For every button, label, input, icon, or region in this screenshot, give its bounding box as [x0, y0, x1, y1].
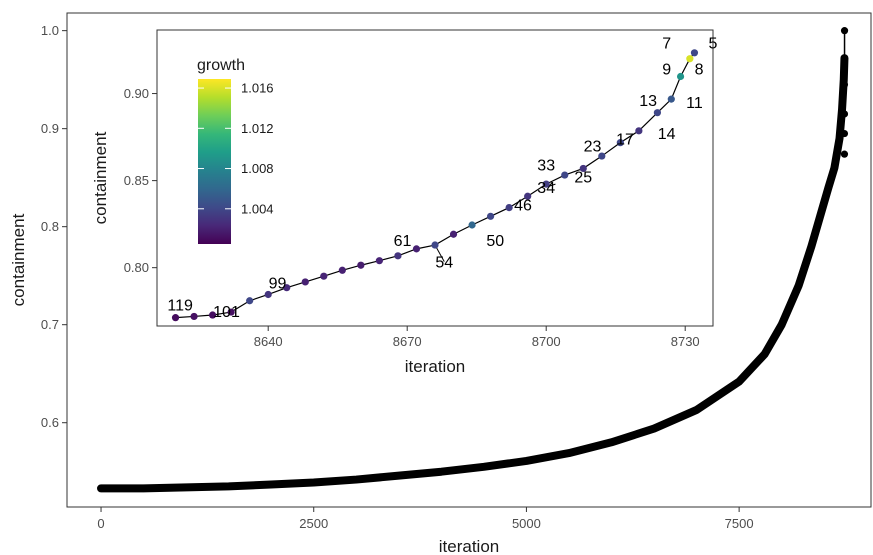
main-y-axis: 0.6 0.7 0.8 0.9 1.0: [41, 23, 67, 430]
inset-panel: 8640 8670 8700 8730 0.800.850.90 119 1019961…: [91, 29, 718, 376]
main-y-tick-label: 1.0: [41, 23, 59, 38]
legend-tick-label: 1.012: [241, 121, 274, 136]
main-series-points: [97, 54, 849, 493]
main-x-tick-label: 0: [97, 516, 104, 531]
inset-data-point: [635, 127, 643, 135]
inset-data-point: [171, 314, 180, 322]
inset-data-point: [338, 266, 346, 274]
inset-point-label: 50: [486, 233, 504, 250]
inset-data-point: [686, 55, 694, 63]
inset-point-label: 14: [658, 126, 676, 143]
inset-data-point: [449, 230, 458, 238]
inset-point-label: 23: [584, 138, 602, 155]
inset-x-tick-label: 8700: [532, 334, 561, 349]
inset-data-point: [357, 261, 365, 269]
inset-data-point: [190, 312, 198, 321]
main-last-point: [840, 27, 849, 35]
inset-data-point: [246, 297, 254, 305]
inset-data-point: [394, 252, 402, 260]
inset-data-point: [320, 272, 328, 280]
inset-point-label: 17: [616, 131, 634, 148]
inset-data-point: [431, 241, 439, 249]
main-y-axis-title: containment: [9, 213, 28, 306]
inset-data-point: [412, 245, 421, 253]
main-data-layer: [97, 27, 849, 493]
main-data-point: [840, 150, 849, 158]
main-x-axis: 0 2500 5000 7500: [97, 507, 754, 531]
main-y-tick-label: 0.8: [41, 219, 59, 234]
inset-point-label: 61: [394, 233, 412, 250]
legend-title: growth: [197, 57, 245, 74]
inset-data-point: [209, 311, 217, 319]
main-data-point: [840, 54, 849, 62]
inset-data-point: [561, 171, 569, 179]
inset-x-tick-label: 8730: [671, 334, 700, 349]
inset-point-label: 5: [709, 36, 718, 53]
main-data-point: [840, 80, 849, 89]
main-x-tick-label: 5000: [512, 516, 541, 531]
inset-data-point: [524, 192, 532, 200]
main-y-tick-label: 0.9: [41, 121, 59, 136]
legend-ticks: 1.004 1.008 1.012 1.016: [198, 81, 274, 216]
growth-legend: growth 1.004 1.008 1.012 1.016: [197, 57, 274, 244]
inset-point-label: 7: [662, 36, 671, 53]
inset-point-label: 54: [435, 255, 453, 272]
inset-data-point: [505, 204, 513, 212]
inset-data-point: [579, 164, 587, 173]
inset-data-point: [301, 278, 309, 286]
inset-data-point: [676, 72, 685, 81]
inset-point-label: 99: [269, 276, 287, 293]
main-x-tick-label: 7500: [725, 516, 754, 531]
legend-tick-label: 1.016: [241, 81, 274, 96]
inset-y-tick-label: 0.80: [124, 260, 149, 275]
inset-data-point: [468, 221, 476, 229]
inset-y-tick-label: 0.90: [124, 86, 149, 101]
inset-data-layer: [171, 49, 699, 322]
inset-point-label: 11: [686, 95, 703, 112]
inset-x-tick-label: 8670: [393, 334, 422, 349]
inset-x-axis-title: iteration: [405, 357, 465, 376]
inset-y-axis: 0.80 0.85 0.90: [124, 86, 157, 275]
inset-x-axis: 8640 8670 8700 8730: [254, 326, 700, 349]
inset-point-label: 46: [514, 198, 532, 215]
inset-plot-frame: [156, 29, 714, 327]
legend-colorbar: [198, 79, 231, 244]
legend-tick-label: 1.008: [241, 161, 274, 176]
main-y-tick-label: 0.7: [41, 317, 59, 332]
inset-point-label: 25: [574, 170, 592, 187]
main-data-point: [840, 110, 849, 118]
inset-data-point: [487, 212, 495, 220]
inset-point-label: 119: [167, 297, 193, 314]
inset-data-point: [616, 139, 624, 147]
main-data-point: [840, 129, 849, 138]
inset-point-label: 34: [537, 180, 555, 197]
inset-data-point: [542, 180, 550, 188]
inset-point-label: 8: [695, 62, 704, 79]
inset-data-point: [598, 152, 606, 160]
legend-tick-label: 1.004: [241, 201, 274, 216]
inset-data-point: [375, 257, 383, 265]
inset-point-label: 9: [662, 62, 671, 79]
inset-y-axis-title: containment: [91, 131, 110, 224]
inset-data-point: [264, 290, 272, 299]
inset-y-tick-label: 0.85: [124, 173, 149, 188]
inset-data-point: [283, 284, 291, 292]
inset-point-label: 101: [213, 304, 240, 321]
inset-x-tick-label: 8640: [254, 334, 283, 349]
inset-data-point: [667, 95, 675, 103]
inset-point-label: 13: [639, 93, 657, 110]
main-x-axis-title: iteration: [439, 537, 499, 555]
main-x-tick-label: 2500: [299, 516, 328, 531]
main-y-tick-label: 0.6: [41, 415, 59, 430]
inset-data-point: [653, 109, 662, 117]
inset-data-point: [227, 308, 235, 316]
inset-data-point: [690, 49, 699, 57]
inset-point-label: 33: [537, 158, 555, 175]
